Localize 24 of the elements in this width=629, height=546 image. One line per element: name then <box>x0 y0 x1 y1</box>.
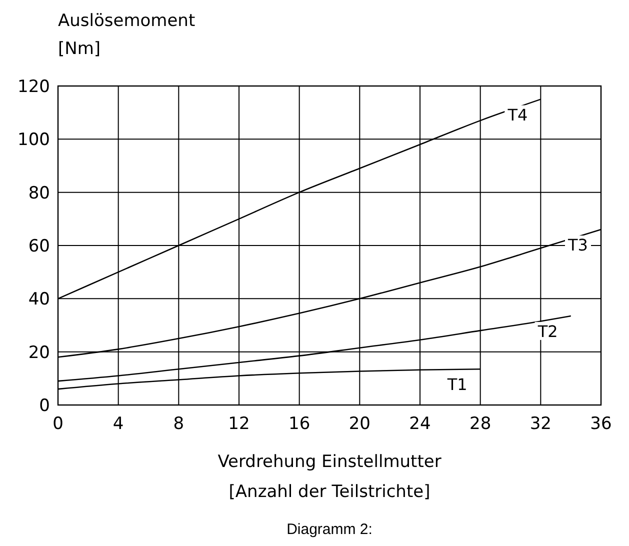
x-tick-label: 36 <box>590 414 612 434</box>
x-tick-label: 24 <box>409 414 431 434</box>
x-tick-label: 28 <box>470 414 492 434</box>
y-tick-label: 40 <box>28 290 50 310</box>
x-axis-title: Verdrehung Einstellmutter [Anzahl der Teilstrichte] <box>218 452 442 502</box>
text: Diagramm 2: <box>286 521 372 538</box>
x-tick-label: 12 <box>228 414 250 434</box>
x-tick-label: 32 <box>530 414 552 434</box>
series-label: T2 <box>536 322 558 341</box>
y-tick-label: 20 <box>28 342 50 363</box>
y-axis-title: Auslösemoment [Nm] <box>58 11 196 59</box>
series-label: T3 <box>567 236 588 255</box>
x-tick-label: 8 <box>173 414 184 434</box>
y-tick-label: 100 <box>18 130 50 150</box>
y-tick-label: 80 <box>28 183 50 204</box>
x-tick-label: 16 <box>288 414 310 434</box>
series-label: T4 <box>506 105 528 124</box>
y-tick-label: 0 <box>39 396 50 416</box>
y-tick-label: 120 <box>18 77 50 97</box>
x-tick-label: 20 <box>348 414 370 434</box>
series-label: T1 <box>446 375 468 394</box>
x-tick-label: 4 <box>112 414 124 434</box>
x-tick-label: 0 <box>52 414 64 434</box>
y-tick-label: 60 <box>28 236 50 256</box>
